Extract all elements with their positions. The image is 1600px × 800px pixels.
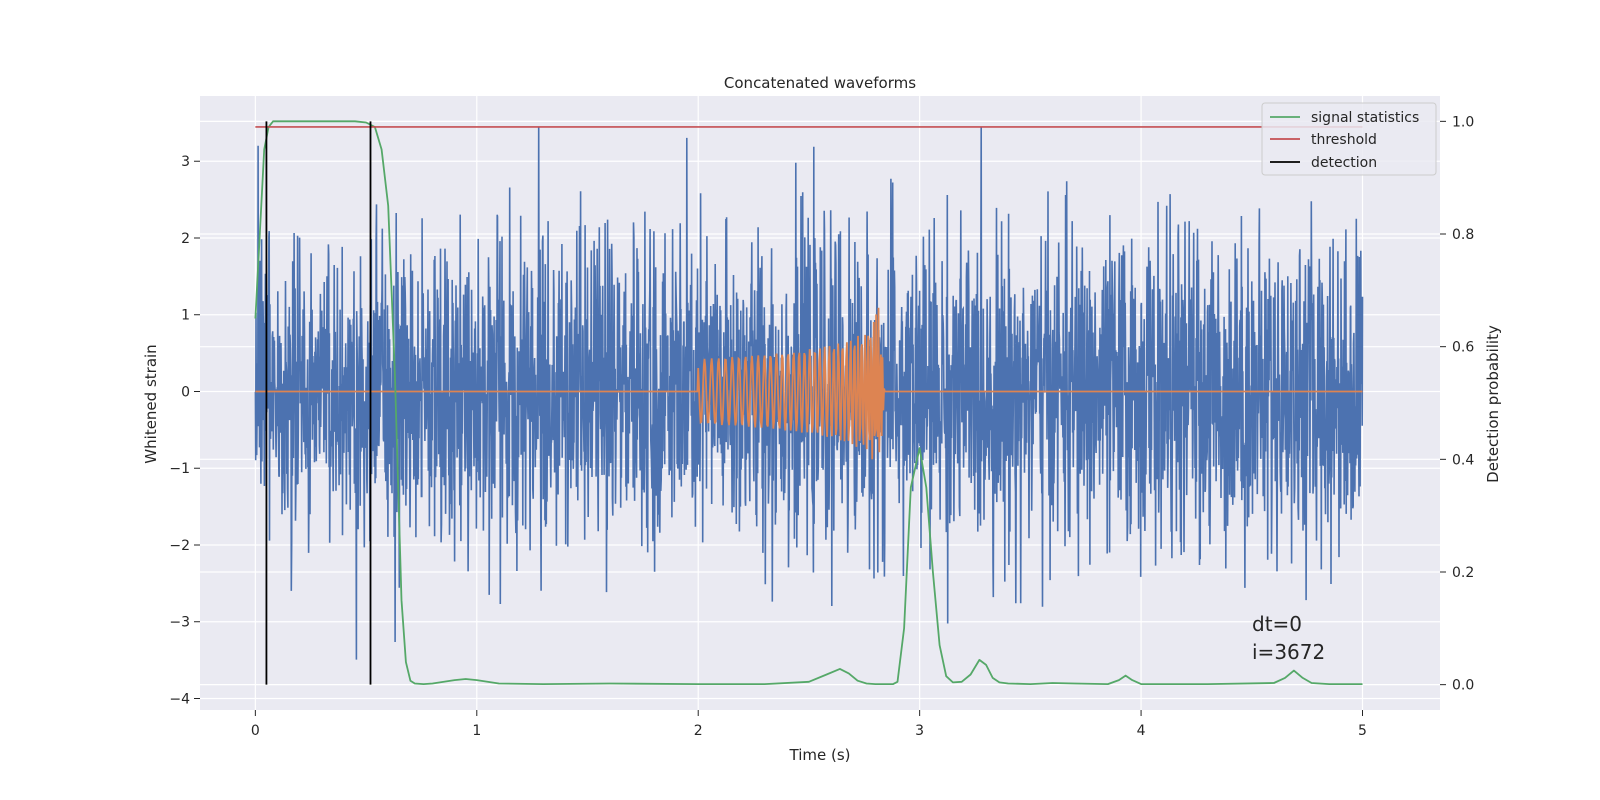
y-tick-label: 3 xyxy=(181,154,190,170)
y-tick-label: 1 xyxy=(181,308,190,324)
chart-title: Concatenated waveforms xyxy=(724,74,916,92)
y2-tick-label: 0.4 xyxy=(1452,452,1474,468)
y2-tick-label: 0.0 xyxy=(1452,678,1474,694)
legend-label-threshold: threshold xyxy=(1311,132,1377,148)
y2-tick-label: 0.8 xyxy=(1452,227,1474,243)
y2-tick-label: 0.2 xyxy=(1452,565,1474,581)
detection-series xyxy=(265,121,372,685)
legend-label-signal-statistics: signal statistics xyxy=(1311,110,1419,126)
strain-noise-line xyxy=(254,126,1364,660)
strain-noise-series xyxy=(254,126,1364,660)
x-tick-label: 0 xyxy=(251,723,260,739)
x-axis-label: Time (s) xyxy=(789,746,851,764)
y-tick-label: 0 xyxy=(181,384,190,400)
legend: signal statistics threshold detection xyxy=(1261,102,1437,176)
x-tick-label: 3 xyxy=(915,723,924,739)
y2-axis-label: Detection probability xyxy=(1484,325,1502,483)
y-tick-label: −4 xyxy=(169,691,190,707)
y-tick-label: −2 xyxy=(169,538,190,554)
y2-axis-ticks: 0.0 0.2 0.4 0.6 0.8 1.0 xyxy=(1440,114,1474,694)
y2-tick-label: 0.6 xyxy=(1452,340,1474,356)
x-axis-ticks: 0 1 2 3 4 5 xyxy=(251,710,1367,739)
y-tick-label: −3 xyxy=(169,615,190,631)
y-axis-label: Whitened strain xyxy=(142,344,160,463)
x-tick-label: 5 xyxy=(1358,723,1367,739)
x-tick-label: 4 xyxy=(1137,723,1146,739)
y-axis-ticks: −4 −3 −2 −1 0 1 2 3 xyxy=(169,154,200,707)
annotation-i: i=3672 xyxy=(1252,640,1325,664)
template-chirp-series xyxy=(255,307,1363,460)
y-tick-label: 2 xyxy=(181,231,190,247)
y2-tick-label: 1.0 xyxy=(1452,114,1474,130)
x-tick-label: 2 xyxy=(694,723,703,739)
y-tick-label: −1 xyxy=(169,461,190,477)
legend-box xyxy=(1261,102,1437,176)
signal-statistics-series xyxy=(254,120,1363,685)
annotation-dt: dt=0 xyxy=(1252,612,1302,636)
legend-label-detection: detection xyxy=(1311,155,1377,171)
template-chirp-line xyxy=(255,307,1363,460)
signal-statistics-line xyxy=(254,120,1363,685)
x-tick-label: 1 xyxy=(472,723,481,739)
